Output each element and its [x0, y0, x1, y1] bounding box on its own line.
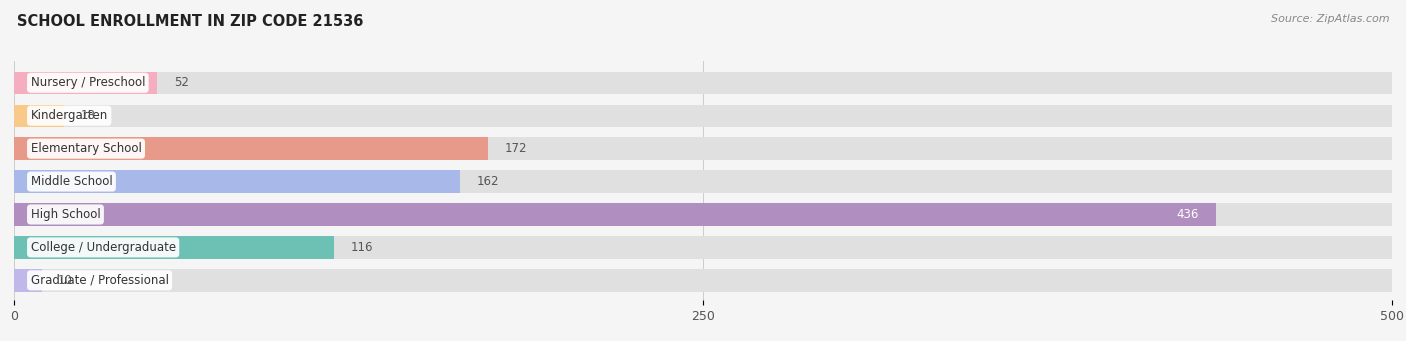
Text: 116: 116 — [350, 241, 373, 254]
Text: 18: 18 — [80, 109, 96, 122]
Text: 10: 10 — [58, 274, 73, 287]
Bar — [14, 269, 1392, 292]
Text: SCHOOL ENROLLMENT IN ZIP CODE 21536: SCHOOL ENROLLMENT IN ZIP CODE 21536 — [17, 14, 363, 29]
Bar — [14, 137, 1392, 160]
Bar — [14, 203, 1392, 226]
Text: High School: High School — [31, 208, 100, 221]
Text: 436: 436 — [1177, 208, 1199, 221]
Bar — [14, 72, 157, 94]
Bar — [14, 269, 42, 292]
Text: 52: 52 — [174, 76, 188, 89]
Text: Graduate / Professional: Graduate / Professional — [31, 274, 169, 287]
Bar — [14, 236, 333, 258]
Text: 172: 172 — [505, 142, 527, 155]
Text: Nursery / Preschool: Nursery / Preschool — [31, 76, 145, 89]
Bar — [14, 104, 1392, 127]
Bar — [14, 104, 63, 127]
Bar — [14, 236, 1392, 258]
Text: College / Undergraduate: College / Undergraduate — [31, 241, 176, 254]
Text: Source: ZipAtlas.com: Source: ZipAtlas.com — [1271, 14, 1389, 24]
Bar — [14, 170, 461, 193]
Bar — [14, 203, 1216, 226]
Text: Kindergarten: Kindergarten — [31, 109, 108, 122]
Text: Elementary School: Elementary School — [31, 142, 142, 155]
Bar — [14, 137, 488, 160]
Text: Middle School: Middle School — [31, 175, 112, 188]
Bar — [14, 170, 1392, 193]
Bar — [14, 72, 1392, 94]
Text: 162: 162 — [477, 175, 499, 188]
